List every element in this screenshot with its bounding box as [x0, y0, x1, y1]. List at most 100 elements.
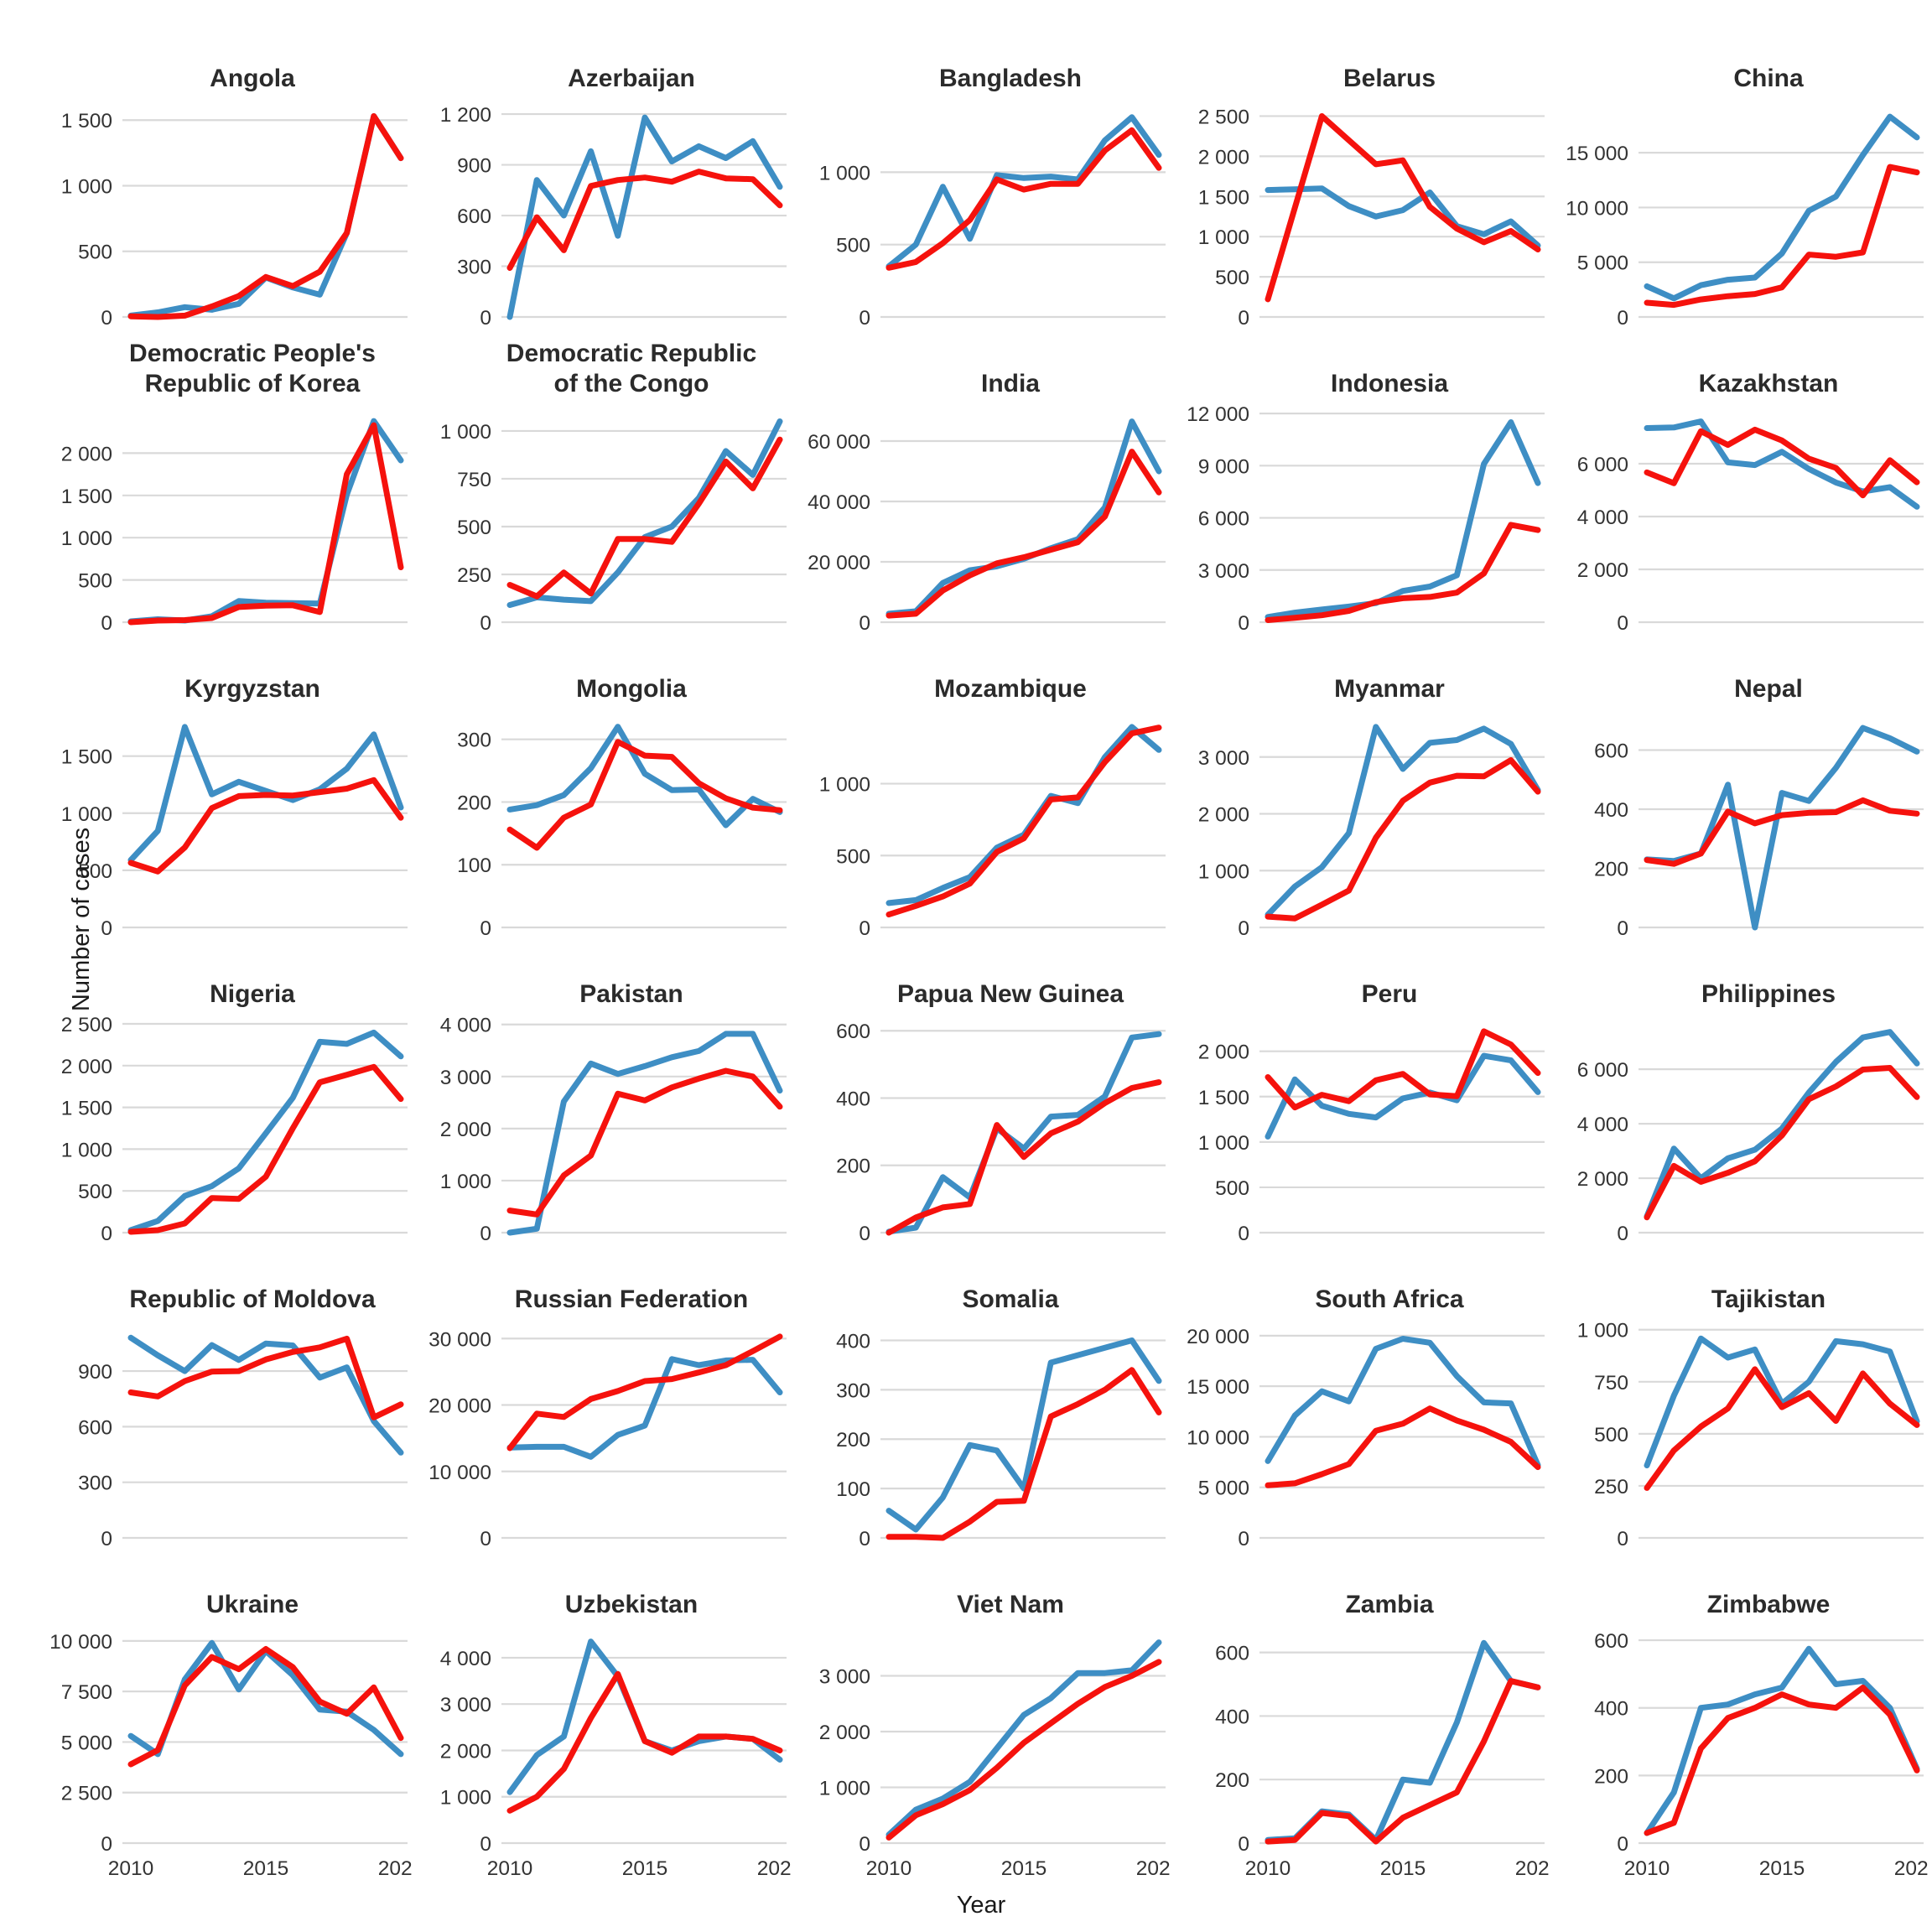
series-line-blue — [1644, 1645, 1920, 1836]
series-line-blue — [1265, 1639, 1541, 1843]
y-tick-label: 2 000 — [1198, 804, 1249, 827]
y-tick-label: 200 — [1215, 1769, 1249, 1792]
charts-grid: Angola 0 500 1 000 1 500 Azerbaijan 0 300 600 900… — [34, 22, 1932, 1887]
chart-zimbabwe: Zimbabwe 0 200 400 600 2010 2015 2020 — [1550, 1548, 1929, 1887]
y-tick-label: 100 — [836, 1478, 870, 1501]
y-tick-label: 2 000 — [1577, 559, 1628, 582]
y-tick-label: 1 000 — [440, 1171, 491, 1193]
y-tick-label: 500 — [1594, 1424, 1628, 1446]
y-tick-label: 0 — [859, 1223, 870, 1243]
y-tick-label: 3 000 — [819, 1666, 870, 1689]
chart-plot: 0 1 000 2 000 3 000 — [1198, 724, 1545, 937]
y-tick-label: 500 — [78, 242, 112, 264]
chart-belarus: Belarus 0 500 1 000 1 500 2 000 2 500 — [1171, 22, 1550, 327]
y-tick-label: 2 000 — [819, 1722, 870, 1744]
chart-kazakhstan: Kazakhstan 0 2 000 4 000 6 000 — [1550, 327, 1929, 632]
y-tick-label: 1 000 — [1577, 1320, 1628, 1343]
y-tick-label: 2 500 — [1198, 106, 1249, 128]
series-line-red — [886, 1659, 1162, 1841]
series-line-red — [127, 113, 404, 320]
chart-plot: 0 500 1 000 1 500 2 000 2 500 — [1198, 106, 1545, 327]
series-line-red — [127, 776, 404, 875]
y-tick-label: 0 — [101, 917, 112, 937]
y-tick-label: 2 000 — [61, 1056, 112, 1078]
chart-plot: 0 100 200 300 — [457, 724, 787, 937]
y-tick-label: 250 — [457, 564, 491, 587]
y-tick-label: 500 — [1215, 267, 1249, 289]
chart-mongolia: Mongolia 0 100 200 300 — [413, 632, 792, 937]
y-tick-label: 15 000 — [1187, 1376, 1249, 1399]
series-line-blue — [1644, 113, 1920, 302]
series-line-red — [886, 724, 1162, 918]
y-tick-label: 0 — [1238, 1223, 1249, 1243]
y-tick-label: 0 — [101, 1833, 112, 1856]
x-tick-label: 2010 — [1245, 1857, 1291, 1880]
chart-china: China 0 5 000 10 000 15 000 — [1550, 22, 1929, 327]
x-tick-label: 2020 — [757, 1857, 792, 1880]
chart-title: India — [980, 370, 1040, 397]
series-line-red — [1265, 113, 1541, 303]
y-tick-label: 200 — [836, 1429, 870, 1452]
chart-plot: 0 250 500 750 1 000 — [1577, 1320, 1924, 1548]
y-tick-label: 600 — [457, 205, 491, 228]
y-tick-label: 250 — [1594, 1476, 1628, 1498]
y-tick-label: 2 500 — [61, 1014, 112, 1036]
y-tick-label: 0 — [1617, 1833, 1628, 1856]
y-tick-label: 4 000 — [1577, 506, 1628, 529]
chart-plot: 0 500 1 000 1 500 2 000 2 500 — [61, 1014, 408, 1243]
y-tick-label: 20 000 — [428, 1395, 491, 1418]
y-tick-label: 0 — [1238, 307, 1249, 327]
chart-nigeria: Nigeria 0 500 1 000 1 500 2 000 2 500 — [34, 937, 413, 1243]
y-tick-label: 300 — [457, 730, 491, 752]
x-tick-label: 2015 — [1759, 1857, 1805, 1880]
chart-viet-nam: Viet Nam 0 1 000 2 000 3 000 2010 2015 2020 — [792, 1548, 1171, 1887]
y-tick-label: 4 000 — [1577, 1114, 1628, 1136]
series-line-blue — [127, 113, 404, 319]
chart-title: Mongolia — [576, 675, 687, 703]
chart-plot: 0 250 500 750 1 000 — [440, 418, 787, 632]
chart-title: Republic of Moldova — [129, 1285, 376, 1313]
chart-title: Bangladesh — [938, 65, 1083, 92]
series-line-red — [1644, 1685, 1920, 1836]
y-tick-label: 0 — [1617, 917, 1628, 937]
x-tick-label: 2010 — [108, 1857, 154, 1880]
y-tick-label: 0 — [859, 917, 870, 937]
chart-plot: 0 200 400 600 2010 2015 2020 — [1594, 1630, 1929, 1880]
series-line-red — [1644, 426, 1920, 499]
x-tick-label: 2015 — [243, 1857, 289, 1880]
chart-russian-federation: Russian Federation 0 10 000 20 000 30 000 — [413, 1243, 792, 1548]
chart-republic-of-moldova: Republic of Moldova 0 300 600 900 — [34, 1243, 413, 1548]
chart-plot: 0 1 000 2 000 3 000 4 000 — [440, 1015, 787, 1243]
series-line-red — [506, 169, 783, 271]
chart-plot: 0 500 1 000 — [819, 114, 1166, 327]
y-tick-label: 1 000 — [61, 803, 112, 826]
chart-title: Myanmar — [1334, 675, 1445, 703]
y-tick-label: 300 — [457, 257, 491, 279]
chart-title: Zimbabwe — [1706, 1591, 1831, 1618]
y-tick-label: 3 000 — [440, 1067, 491, 1089]
chart-title: Russian Federation — [514, 1285, 749, 1313]
y-tick-label: 500 — [1215, 1177, 1249, 1200]
series-line-blue — [1265, 185, 1541, 249]
series-line-blue — [506, 724, 783, 828]
chart-papua-new-guinea: Papua New Guinea 0 200 400 600 — [792, 937, 1171, 1243]
y-tick-label: 12 000 — [1187, 403, 1249, 426]
series-line-blue — [506, 114, 783, 320]
chart-ukraine: Ukraine 0 2 500 5 000 7 500 10 000 2010 2015 202… — [34, 1548, 413, 1887]
chart-title: Ukraine — [205, 1591, 299, 1618]
y-tick-label: 0 — [101, 1223, 112, 1243]
y-tick-label: 600 — [1215, 1643, 1249, 1665]
y-tick-label: 1 000 — [440, 1787, 491, 1810]
y-tick-label: 60 000 — [808, 431, 870, 454]
y-tick-label: 500 — [836, 845, 870, 868]
chart-plot: 0 500 1 000 1 500 2 000 — [1198, 1028, 1545, 1243]
chart-plot: 0 1 000 2 000 3 000 4 000 2010 2015 2020 — [440, 1639, 792, 1880]
y-tick-label: 2 000 — [1577, 1168, 1628, 1191]
y-tick-label: 0 — [1617, 1528, 1628, 1548]
y-tick-label: 6 000 — [1198, 508, 1249, 531]
chart-plot: 0 200 400 600 — [836, 1021, 1166, 1243]
y-tick-label: 1 200 — [440, 104, 491, 127]
y-tick-label: 1 000 — [819, 162, 870, 184]
y-tick-label: 20 000 — [808, 552, 870, 574]
chart-kyrgyzstan: Kyrgyzstan 0 500 1 000 1 500 — [34, 632, 413, 937]
